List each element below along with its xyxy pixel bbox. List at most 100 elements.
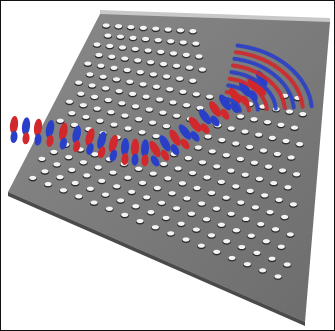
hole [277, 122, 285, 127]
hole [197, 243, 205, 248]
hole [166, 87, 174, 92]
hole [128, 189, 136, 194]
hole [198, 160, 207, 165]
hole [251, 205, 260, 210]
hole [70, 122, 79, 127]
hole [141, 36, 150, 42]
hole [97, 63, 105, 68]
hole [198, 67, 207, 72]
slab-edge [8, 192, 305, 326]
hole [217, 179, 226, 184]
field-lobe [160, 149, 170, 161]
field-lobe [209, 101, 221, 117]
hole [91, 152, 99, 157]
hole [96, 118, 104, 123]
hole [173, 113, 181, 118]
hole [255, 132, 263, 137]
field-arc [235, 43, 314, 109]
hole [107, 110, 115, 115]
hole [169, 51, 178, 56]
hole [86, 72, 94, 77]
field-lobe [198, 109, 212, 125]
hole [179, 89, 187, 94]
field-lobe [109, 149, 118, 162]
hole [90, 200, 98, 205]
hole [290, 125, 299, 130]
hole [152, 133, 160, 139]
hole [59, 188, 68, 193]
hole [222, 195, 230, 200]
hole [135, 166, 143, 171]
hole [158, 200, 166, 205]
hole [169, 100, 177, 105]
field-arc [227, 76, 269, 112]
hole [182, 103, 191, 108]
hole [189, 78, 197, 83]
hole [266, 210, 274, 215]
hole [127, 24, 135, 30]
hole [238, 244, 246, 250]
hole [115, 88, 123, 94]
hole [176, 28, 185, 33]
hole [278, 168, 287, 173]
field-arc [234, 50, 305, 109]
hole [94, 165, 102, 170]
hole [284, 185, 292, 190]
hole [232, 141, 240, 146]
field-lobe [33, 118, 43, 137]
field-lobe [210, 115, 220, 127]
hole [257, 222, 265, 227]
field-lobe [220, 108, 230, 120]
hole [188, 170, 197, 176]
hole [112, 77, 121, 82]
hole [183, 196, 191, 201]
field-lobe [121, 153, 129, 165]
field-lobe [86, 143, 94, 155]
hole [139, 25, 147, 30]
hole [195, 54, 203, 59]
hole [217, 222, 226, 227]
hole [152, 84, 161, 89]
hole [88, 83, 96, 88]
field-arc [232, 56, 296, 110]
hole [118, 101, 126, 106]
hole [174, 166, 182, 171]
hole [222, 153, 230, 158]
hole [149, 171, 157, 176]
field-lobe [59, 122, 68, 141]
hole [124, 126, 132, 131]
hole [155, 97, 164, 102]
hole [153, 185, 161, 191]
hole [108, 54, 116, 59]
field-lobe [200, 123, 210, 134]
hole [114, 24, 123, 29]
hole [247, 233, 255, 238]
hole [172, 63, 181, 68]
field-lobe [108, 134, 118, 153]
hole [113, 184, 121, 189]
field-lobe [59, 137, 67, 150]
hole [142, 94, 150, 99]
hole [71, 180, 79, 186]
hole [106, 43, 114, 49]
hole [196, 105, 204, 111]
field-lobe [97, 131, 107, 150]
hole [172, 206, 181, 211]
hole [208, 190, 216, 195]
hole [223, 239, 231, 244]
hole [178, 181, 187, 186]
hole [84, 61, 92, 66]
hole [261, 193, 269, 198]
hole [75, 80, 83, 85]
hole [139, 82, 147, 87]
hole [299, 111, 307, 117]
field-arc [224, 90, 251, 113]
hole [41, 169, 49, 174]
hole [243, 262, 251, 267]
hole [250, 160, 259, 165]
hole [79, 160, 88, 165]
hole [204, 134, 212, 139]
hole [149, 72, 158, 77]
hole [56, 175, 64, 180]
hole [268, 256, 276, 261]
